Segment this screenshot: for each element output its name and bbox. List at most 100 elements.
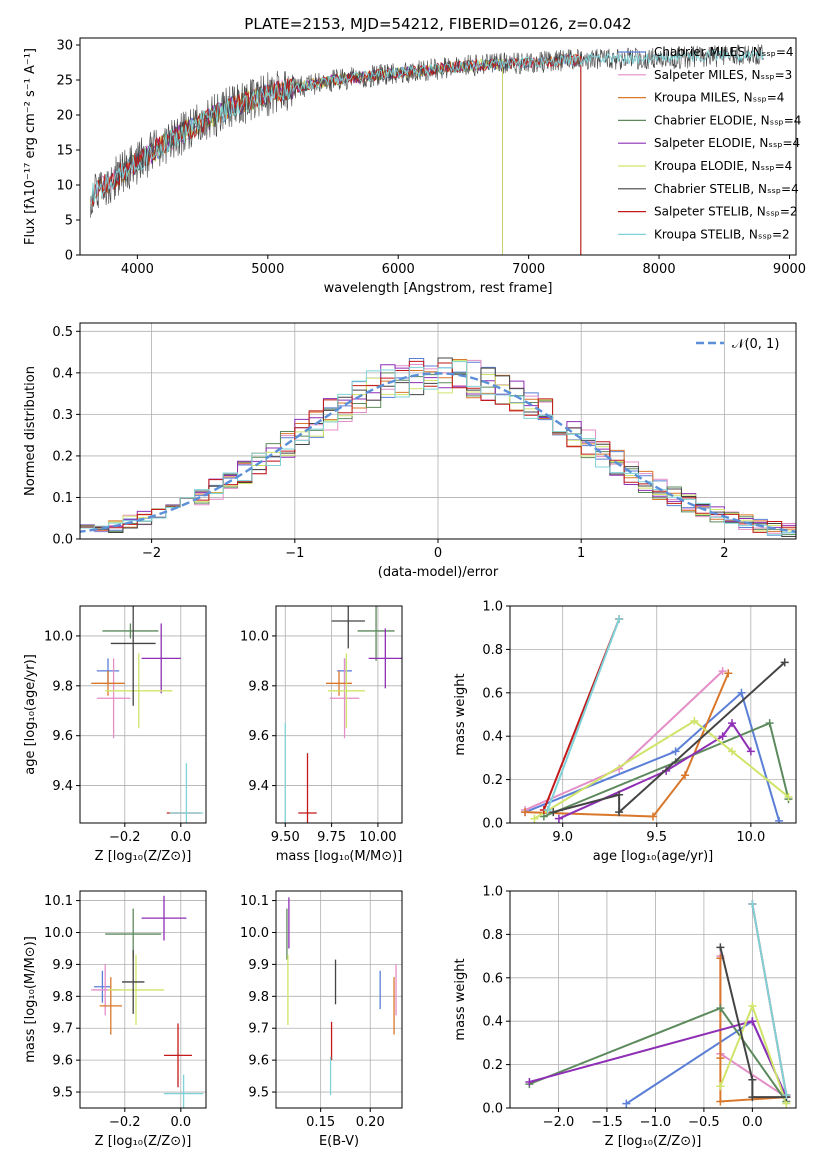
age-massweight-ytick-label: 0.6 (482, 686, 503, 701)
z-massweight-xtick-label: 0.0 (742, 1115, 763, 1130)
z-massweight-ytick-label: 0.6 (482, 971, 503, 986)
age-massweight-point-marker (690, 717, 699, 726)
age-massweight-point-marker (680, 771, 689, 780)
age-massweight-xtick-label: 9.5 (646, 830, 667, 845)
z-massweight-xtick-label: −2.0 (543, 1115, 575, 1130)
residuals-xtick-label: 1 (577, 546, 585, 561)
z-massweight-series-line (719, 947, 787, 1099)
age-massweight-point-marker (728, 719, 737, 728)
z-massweight-point-marker (716, 1054, 725, 1063)
age-massweight-point-marker (724, 669, 733, 678)
residuals-xtick-label: 2 (720, 546, 728, 561)
z-massweight-plot-area (525, 900, 791, 1108)
z-massweight-panel: −2.0 −1.5 −1.0 −0.5 0.0 0.0 0.2 0.4 0.6 0.8 1.0 Z [… (453, 885, 797, 1149)
age-massweight-ytick-label: 0.4 (482, 730, 503, 745)
age-massweight-point-marker (671, 747, 680, 756)
age-massweight-panel: 9.0 9.5 10.0 0.0 0.2 0.4 0.6 0.8 1.0 age [log₁₀(a… (453, 600, 797, 864)
z-massweight-series-line (751, 903, 788, 1096)
spectrum-ytick-label: 5 (65, 214, 73, 229)
residuals-ytick-label: 0.4 (52, 366, 73, 381)
ebv-mass-ytick-label: 9.7 (248, 1022, 269, 1037)
age-massweight-point-marker (543, 805, 552, 814)
z-massweight-xlabel: Z [log₁₀(Z/Z⊙)] (605, 1134, 702, 1149)
z-age-ytick-label: 10.0 (44, 629, 73, 644)
spectrum-xtick-label: 8000 (643, 262, 676, 277)
residuals-ytick-label: 0.5 (52, 325, 73, 340)
residuals-panel: −2 −1 0 1 2 0.0 0.1 0.2 0.3 0.4 0.5 (data-model)/er… (23, 322, 797, 580)
age-massweight-point-marker (718, 667, 727, 676)
z-age-panel: −0.2 0.0 9.4 9.6 9.8 10.0 Z [log₁₀(Z/Z⊙)] age [… (23, 605, 207, 864)
residuals-ytick-label: 0.0 (52, 533, 73, 548)
spectrum-series-line (89, 49, 764, 207)
mass-age-ytick-label: 9.8 (248, 679, 269, 694)
z-age-xlabel: Z [log₁₀(Z/Z⊙)] (95, 849, 192, 864)
z-massweight-ytick-label: 1.0 (482, 885, 503, 900)
age-massweight-point-marker (780, 658, 789, 667)
age-massweight-point-marker (775, 816, 784, 823)
spectrum-legend-label: Kroupa STELIB, Nₛₛₚ=2 (654, 227, 790, 241)
spectrum-ytick-label: 15 (56, 144, 73, 159)
ebv-mass-panel: 0.15 0.20 9.5 9.6 9.7 9.8 9.9 10.0 10.1 E(B-V) (240, 890, 403, 1149)
age-massweight-point-marker (615, 615, 624, 624)
z-mass-ytick-label: 9.5 (52, 1086, 73, 1101)
mass-age-ytick-label: 9.4 (248, 779, 269, 794)
residuals-xtick-label: −1 (285, 546, 304, 561)
age-massweight-xtick-label: 10.0 (736, 830, 765, 845)
z-mass-ytick-label: 10.1 (44, 894, 73, 909)
age-massweight-point-marker (554, 814, 563, 823)
age-massweight-point-marker (737, 688, 746, 697)
age-massweight-point-marker (615, 808, 624, 817)
spectrum-ytick-label: 20 (56, 109, 73, 124)
spectrum-ytick-label: 25 (56, 74, 73, 89)
mass-age-xtick-label: 10.00 (359, 830, 396, 845)
ebv-mass-ytick-label: 9.5 (248, 1086, 269, 1101)
mass-age-xtick-label: 9.50 (271, 830, 300, 845)
age-massweight-series-line (553, 661, 786, 815)
panels: 4000 5000 6000 7000 8000 9000051015202530wave… (23, 37, 806, 1149)
ebv-mass-ytick-label: 9.9 (248, 958, 269, 973)
z-massweight-point-marker (748, 1075, 757, 1084)
ebv-mass-xtick-label: 0.15 (306, 1115, 335, 1130)
mass-age-xtick-label: 9.75 (317, 830, 346, 845)
residuals-ytick-label: 0.1 (52, 491, 73, 506)
residuals-plot-area (80, 357, 796, 539)
z-massweight-point-marker (716, 1082, 725, 1091)
z-mass-ytick-label: 10.0 (44, 926, 73, 941)
z-age-ytick-label: 9.4 (52, 779, 73, 794)
residual-legend-label: 𝒩(0, 1) (732, 337, 779, 352)
age-massweight-point-marker (615, 790, 624, 799)
spectrum-xtick-label: 7000 (512, 262, 545, 277)
z-mass-panel: −0.2 0.0 9.5 9.6 9.7 9.8 9.9 10.0 10.1 Z [log₁₀(Z… (23, 890, 207, 1149)
spectrum-legend-label: Salpeter ELODIE, Nₛₛₚ=4 (654, 136, 800, 150)
residuals-ytick-label: 0.3 (52, 408, 73, 423)
z-massweight-ytick-label: 0.8 (482, 928, 503, 943)
spectrum-ytick-label: 10 (56, 179, 73, 194)
ebv-mass-xtick-label: 0.20 (356, 1115, 385, 1130)
z-massweight-point-marker (748, 900, 757, 909)
z-mass-frame (79, 890, 207, 1109)
residuals-xlabel: (data-model)/error (378, 565, 499, 580)
spectrum-ylabel: Flux [fλ10⁻¹⁷ erg cm⁻² s⁻¹ A⁻¹] (23, 48, 38, 245)
z-massweight-ytick-label: 0.4 (482, 1015, 503, 1030)
spectrum-plot-area (89, 44, 764, 255)
age-massweight-xlabel: age [log₁₀(age/yr)] (593, 849, 714, 864)
z-mass-ytick-label: 9.7 (52, 1022, 73, 1037)
z-mass-xlabel: Z [log₁₀(Z/Z⊙)] (95, 1134, 192, 1149)
age-massweight-xtick-label: 9.0 (552, 830, 573, 845)
residuals-ytick-label: 0.2 (52, 449, 73, 464)
spectrum-xlabel: wavelength [Angstrom, rest frame] (324, 281, 553, 296)
ebv-mass-ytick-label: 9.6 (248, 1054, 269, 1069)
ebv-mass-frame (275, 890, 403, 1109)
z-massweight-xtick-label: −1.5 (591, 1115, 623, 1130)
z-age-ylabel: age [log₁₀(age/yr)] (23, 654, 38, 775)
mass-age-plot-area (284, 606, 402, 823)
figure-title: PLATE=2153, MJD=54212, FIBERID=0126, z=0… (244, 15, 631, 33)
mass-age-xlabel: mass [log₁₀(M/M⊙)] (276, 849, 403, 864)
z-massweight-point-marker (782, 1090, 791, 1099)
z-age-xtick-label: −0.2 (109, 830, 141, 845)
z-massweight-ytick-label: 0.0 (482, 1102, 503, 1117)
z-massweight-point-marker (716, 943, 725, 952)
age-massweight-ytick-label: 0.8 (482, 643, 503, 658)
ebv-mass-xlabel: E(B-V) (319, 1134, 359, 1149)
